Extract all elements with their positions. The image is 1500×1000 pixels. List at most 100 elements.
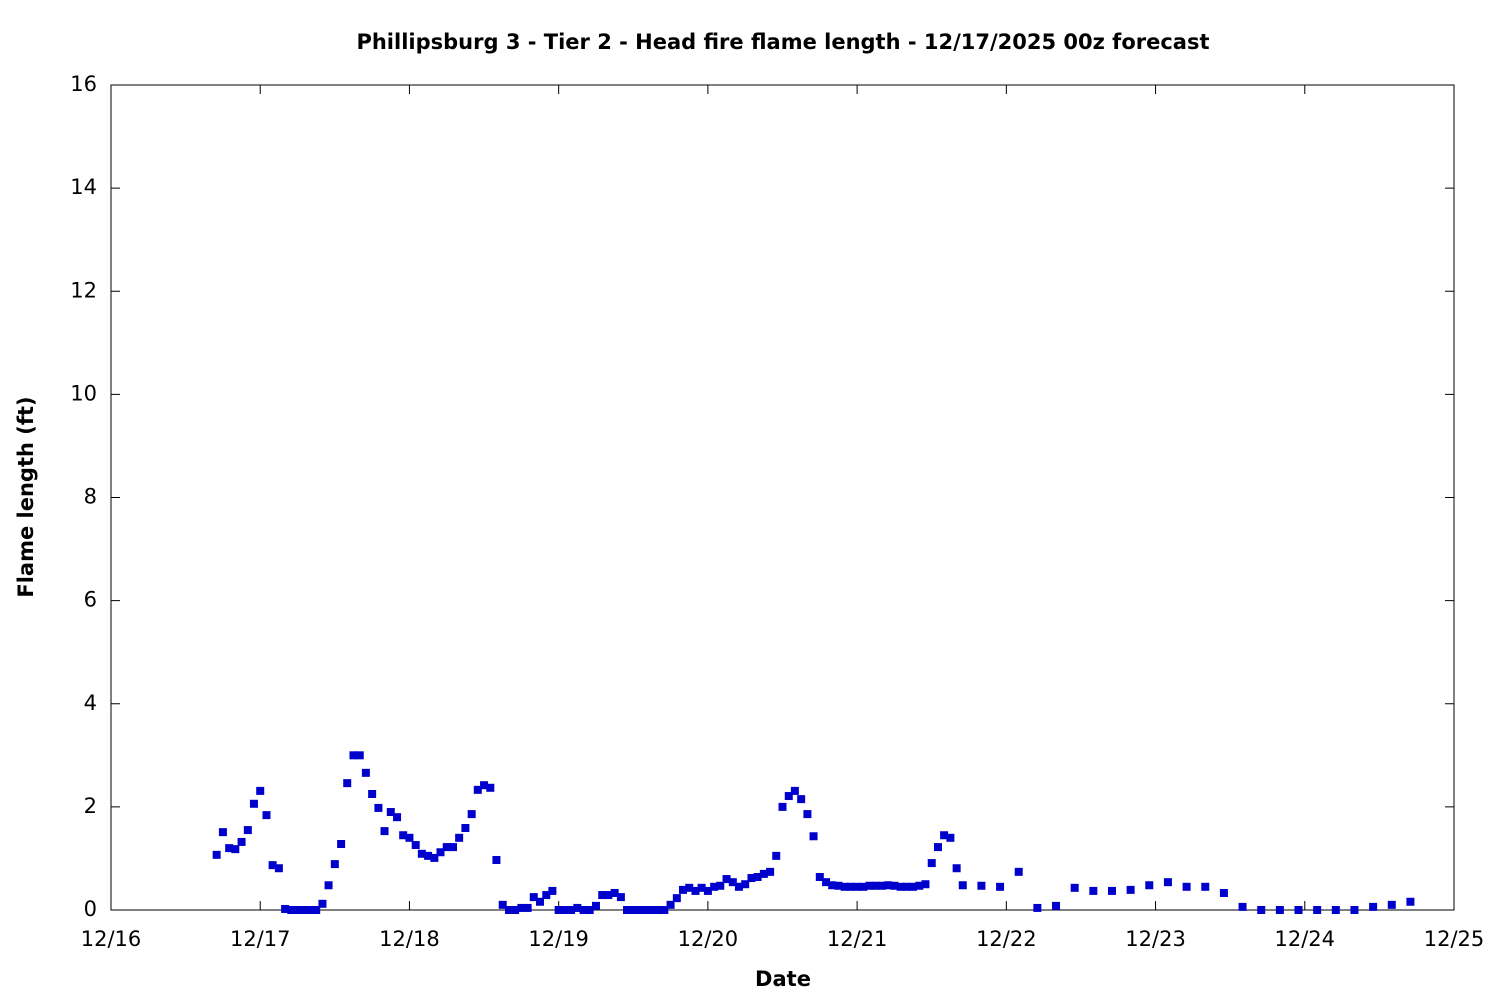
point [511, 906, 520, 914]
point [1089, 886, 1098, 895]
point [1387, 900, 1396, 909]
point [703, 886, 712, 895]
point [728, 878, 737, 887]
point [231, 845, 240, 854]
point [567, 906, 576, 914]
point [940, 831, 949, 840]
point [467, 810, 476, 819]
point [256, 786, 265, 795]
point [840, 882, 849, 891]
point [424, 851, 433, 860]
point [560, 906, 569, 914]
point [523, 903, 532, 912]
point [305, 906, 314, 914]
point [473, 785, 482, 794]
point [865, 881, 874, 890]
point [884, 881, 893, 890]
point [660, 906, 669, 914]
point [1219, 888, 1228, 897]
point [1070, 883, 1079, 892]
point [685, 883, 694, 892]
point [604, 891, 613, 900]
point [654, 906, 663, 914]
point [691, 886, 700, 895]
point [1033, 903, 1042, 912]
point [1350, 906, 1359, 914]
point [1238, 902, 1247, 911]
point [225, 844, 234, 853]
point [449, 843, 458, 852]
point [337, 840, 346, 848]
y-tick-label: 14 [70, 175, 97, 199]
point [442, 843, 451, 852]
point [386, 808, 395, 817]
x-tick-label: 12/21 [827, 927, 888, 951]
point [517, 903, 526, 912]
x-tick-label: 12/25 [1424, 927, 1485, 951]
point [591, 901, 600, 910]
point [262, 811, 271, 820]
point [1182, 882, 1191, 891]
point [324, 881, 333, 890]
point [815, 873, 824, 881]
y-tick-label: 10 [70, 381, 97, 405]
y-tick-label: 0 [84, 897, 97, 921]
point [623, 906, 632, 914]
point [641, 906, 650, 914]
point [1052, 901, 1061, 910]
x-tick-label: 12/19 [528, 927, 589, 951]
point [243, 826, 252, 835]
point [486, 783, 495, 792]
point [380, 827, 389, 836]
point [902, 882, 911, 891]
point [672, 894, 681, 903]
x-tick-label: 12/17 [230, 927, 291, 951]
point [1294, 906, 1303, 914]
point [554, 906, 563, 914]
point [411, 841, 420, 850]
point [772, 851, 781, 860]
point [417, 849, 426, 858]
x-axis-label: Date [755, 967, 811, 991]
y-tick-label: 8 [84, 485, 97, 509]
point [399, 831, 408, 840]
x-tick-label: 12/16 [81, 927, 142, 951]
point [504, 906, 513, 914]
point [405, 833, 414, 842]
point [579, 906, 588, 914]
point [790, 786, 799, 795]
plot-frame [110, 84, 1455, 911]
point [218, 828, 227, 837]
point [1107, 886, 1116, 895]
point [958, 881, 967, 890]
point [436, 848, 445, 857]
point [455, 833, 464, 842]
point [355, 751, 364, 760]
point [747, 874, 756, 883]
point [734, 882, 743, 891]
y-tick-label: 12 [70, 278, 97, 302]
point [293, 906, 302, 914]
point [312, 906, 321, 914]
point [927, 859, 936, 868]
point [977, 881, 986, 890]
point [268, 861, 277, 870]
x-tick-label: 12/22 [976, 927, 1037, 951]
point [237, 837, 246, 846]
x-tick-label: 12/20 [678, 927, 739, 951]
point [498, 900, 507, 909]
point [846, 882, 855, 891]
point [368, 789, 377, 798]
point [287, 906, 296, 914]
point [666, 900, 675, 909]
point [349, 751, 358, 760]
point [274, 864, 283, 873]
point [878, 881, 887, 890]
point [996, 882, 1005, 891]
point [759, 869, 768, 878]
point [318, 899, 327, 908]
point [921, 880, 930, 889]
point [1014, 867, 1023, 876]
point [480, 781, 489, 790]
